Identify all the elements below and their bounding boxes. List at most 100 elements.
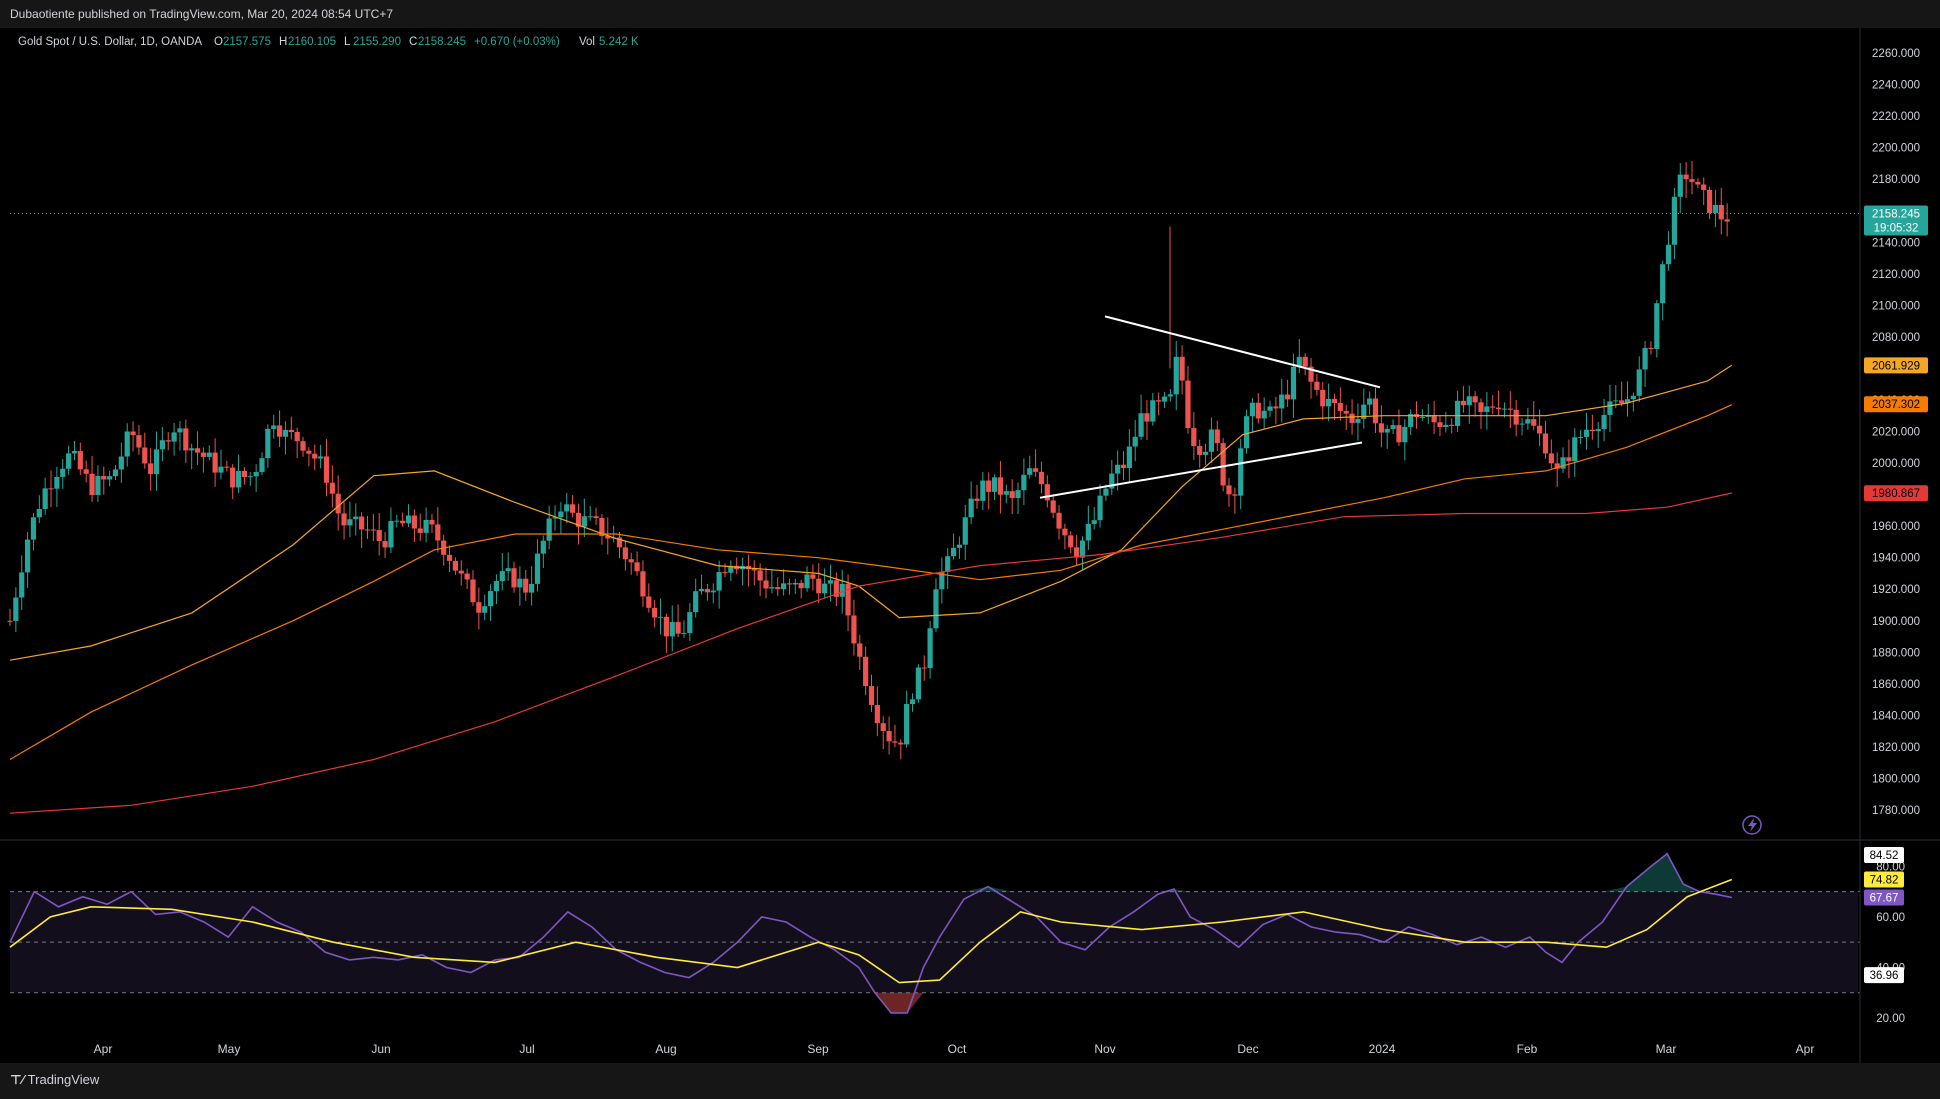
candle bbox=[347, 501, 353, 538]
candle-body bbox=[669, 621, 675, 637]
candle bbox=[904, 690, 910, 748]
candle bbox=[89, 456, 95, 502]
candle bbox=[1214, 420, 1220, 451]
candle-body bbox=[54, 476, 60, 489]
candle bbox=[1179, 345, 1185, 395]
candle bbox=[1138, 394, 1144, 441]
candle bbox=[991, 474, 998, 501]
candle-body bbox=[857, 643, 863, 657]
candle bbox=[1437, 415, 1443, 437]
candle bbox=[1630, 392, 1636, 412]
candle-body bbox=[534, 553, 541, 584]
moving-average-line bbox=[9, 404, 1733, 761]
price-tick-label: 1900.000 bbox=[1872, 616, 1920, 628]
candle-body bbox=[763, 580, 769, 589]
candle-body bbox=[1542, 433, 1549, 454]
candle bbox=[968, 481, 974, 525]
candle bbox=[171, 423, 177, 456]
candle-body bbox=[581, 516, 587, 527]
candle-body bbox=[775, 587, 781, 590]
candle-body bbox=[822, 583, 828, 594]
candle bbox=[945, 548, 951, 589]
candle-body bbox=[312, 453, 318, 459]
candle bbox=[329, 465, 335, 508]
trendline[interactable] bbox=[1104, 315, 1381, 389]
candle bbox=[1074, 534, 1080, 566]
candle bbox=[142, 432, 148, 469]
price-tick-label: 1860.000 bbox=[1872, 679, 1920, 691]
candle bbox=[950, 533, 957, 560]
candle-body bbox=[1156, 400, 1162, 402]
candle bbox=[780, 569, 787, 596]
candle bbox=[1308, 358, 1314, 399]
legend-l-label: L bbox=[344, 36, 351, 48]
candle-body bbox=[1167, 394, 1173, 397]
candle-body bbox=[681, 633, 687, 635]
trendline[interactable] bbox=[1039, 441, 1363, 499]
candle-body bbox=[470, 579, 476, 603]
candle bbox=[446, 545, 453, 573]
candle-body bbox=[388, 521, 394, 548]
lightning-icon[interactable] bbox=[1742, 815, 1762, 835]
price-tick-label: 2200.000 bbox=[1872, 143, 1920, 155]
candle-body bbox=[1126, 446, 1132, 469]
candle-body bbox=[511, 568, 517, 588]
candle bbox=[130, 421, 136, 452]
candle bbox=[435, 507, 441, 553]
candle bbox=[1648, 341, 1654, 355]
candle-body bbox=[1308, 366, 1314, 382]
candle bbox=[564, 492, 570, 523]
candle bbox=[288, 416, 294, 440]
candle-body bbox=[1519, 423, 1525, 425]
candle-body bbox=[89, 473, 95, 495]
candle-body bbox=[499, 571, 505, 582]
candle bbox=[698, 574, 705, 595]
candle-body bbox=[1103, 488, 1109, 496]
candle-body bbox=[528, 583, 535, 593]
candle-body bbox=[253, 472, 259, 477]
candle-body bbox=[1443, 424, 1449, 428]
candle bbox=[499, 553, 505, 591]
publisher-bar: Dubaotiente published on TradingView.com… bbox=[0, 0, 1940, 28]
candle-body bbox=[839, 583, 845, 597]
candle-body bbox=[1179, 356, 1185, 381]
candle bbox=[1144, 400, 1150, 441]
candle-body bbox=[435, 524, 441, 541]
tradingview-logo[interactable]: ⊤⁄ TradingView bbox=[10, 1072, 99, 1088]
candle-body bbox=[546, 518, 552, 541]
candle bbox=[259, 452, 265, 476]
candle-body bbox=[1296, 356, 1302, 367]
candle-body bbox=[370, 529, 376, 531]
candle bbox=[1595, 421, 1601, 448]
price-tick-label: 2140.000 bbox=[1872, 237, 1920, 249]
candle bbox=[1156, 392, 1162, 416]
candle bbox=[505, 552, 511, 581]
candle-body bbox=[622, 547, 628, 560]
candle-body bbox=[1226, 485, 1232, 495]
candle-body bbox=[1630, 395, 1636, 400]
candle bbox=[200, 447, 206, 473]
price-pane[interactable] bbox=[0, 161, 1940, 841]
candle bbox=[183, 419, 189, 463]
candle bbox=[652, 599, 658, 628]
candle-body bbox=[904, 703, 910, 745]
candle-body bbox=[1056, 512, 1062, 529]
candle-body bbox=[1384, 428, 1390, 433]
candle-body bbox=[1449, 424, 1455, 426]
candle bbox=[1537, 409, 1543, 447]
rsi-pane[interactable] bbox=[9, 852, 1860, 1014]
candle-body bbox=[1243, 416, 1250, 449]
candle bbox=[1642, 341, 1648, 387]
candle bbox=[1126, 429, 1132, 483]
candle-body bbox=[1320, 389, 1326, 407]
legend-vol-value: 5.242 K bbox=[599, 36, 639, 48]
price-tick-label: 1960.000 bbox=[1872, 521, 1920, 533]
candle-body bbox=[1021, 474, 1027, 491]
candle-body bbox=[698, 588, 705, 592]
candle-body bbox=[575, 512, 582, 527]
candle-body bbox=[1671, 196, 1677, 245]
candle-body bbox=[200, 452, 206, 457]
candle-body bbox=[235, 470, 242, 488]
candle bbox=[857, 634, 863, 670]
